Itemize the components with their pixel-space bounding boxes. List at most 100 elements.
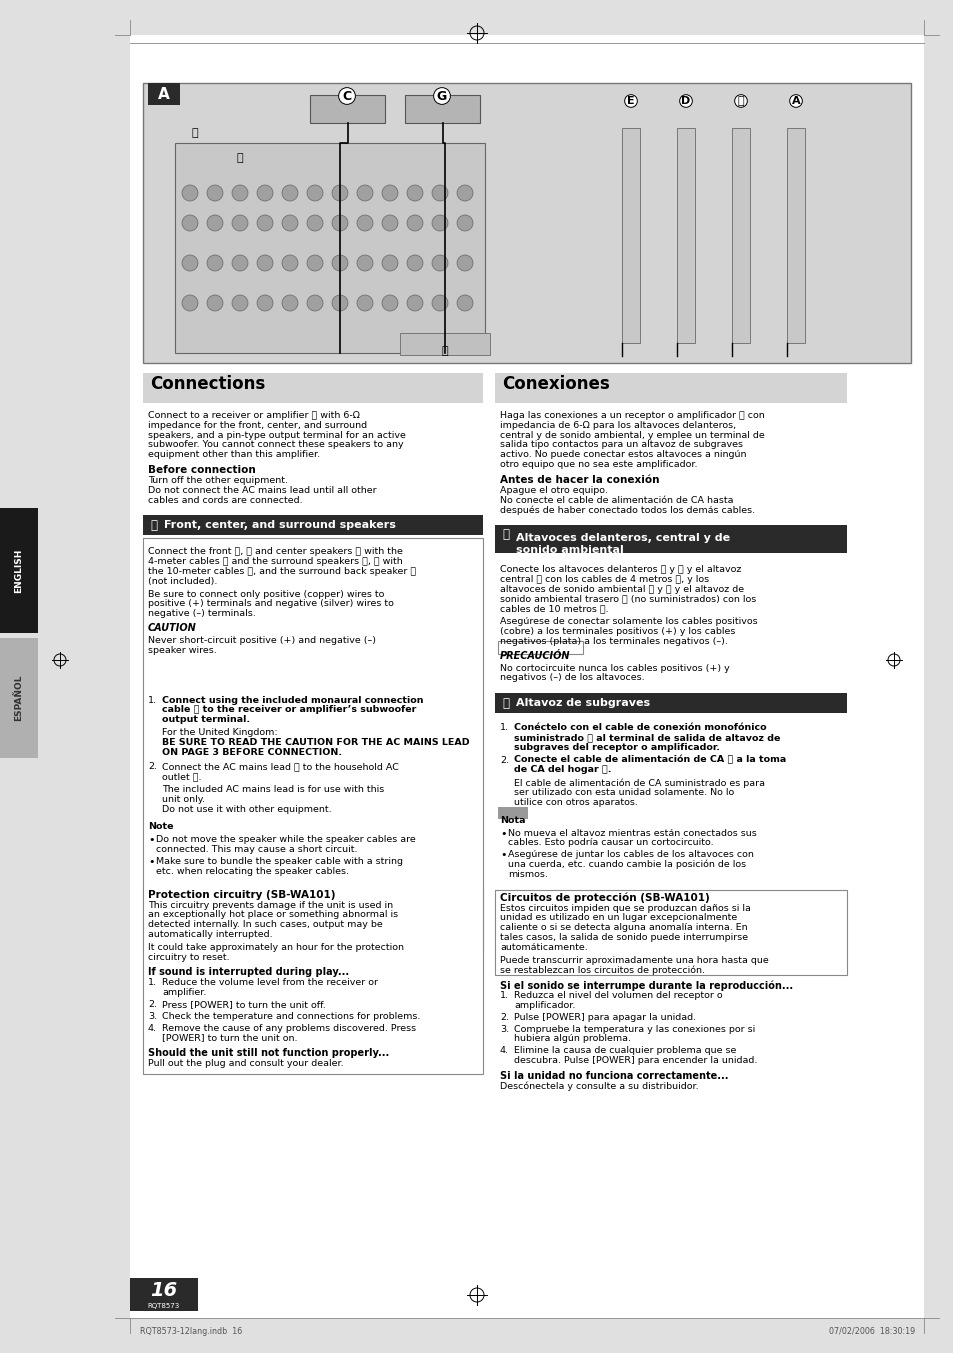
Text: suministrado ⓓ al terminal de salida de altavoz de: suministrado ⓓ al terminal de salida de … bbox=[514, 733, 780, 741]
Circle shape bbox=[332, 295, 348, 311]
Text: unit only.: unit only. bbox=[162, 794, 205, 804]
Circle shape bbox=[282, 215, 297, 231]
Text: Connect using the included monaural connection: Connect using the included monaural conn… bbox=[162, 695, 423, 705]
Text: Make sure to bundle the speaker cable with a string: Make sure to bundle the speaker cable wi… bbox=[156, 856, 402, 866]
Text: Ⓑ: Ⓑ bbox=[150, 670, 157, 682]
Text: Apague el otro equipo.: Apague el otro equipo. bbox=[499, 486, 607, 495]
Text: Subwoofer: Subwoofer bbox=[164, 671, 231, 681]
Text: Descónectela y consulte a su distribuidor.: Descónectela y consulte a su distribuido… bbox=[499, 1082, 698, 1092]
Circle shape bbox=[307, 254, 323, 271]
Circle shape bbox=[232, 254, 248, 271]
Text: 3.: 3. bbox=[148, 1012, 157, 1020]
Text: CAUTION: CAUTION bbox=[148, 622, 196, 633]
Text: •: • bbox=[499, 828, 506, 839]
Text: central y de sonido ambiental, y emplee un terminal de: central y de sonido ambiental, y emplee … bbox=[499, 430, 764, 440]
Bar bbox=[405, 95, 479, 123]
Text: Connections: Connections bbox=[150, 375, 265, 392]
Text: cables. Esto podría causar un cortocircuito.: cables. Esto podría causar un cortocircu… bbox=[507, 839, 713, 847]
Text: amplificador.: amplificador. bbox=[514, 1001, 575, 1009]
Text: Conexiones: Conexiones bbox=[501, 375, 609, 392]
Text: altavoces de sonido ambiental ⓓ y ⓔ y el altavoz de: altavoces de sonido ambiental ⓓ y ⓔ y el… bbox=[499, 584, 743, 594]
Text: automatically interrupted.: automatically interrupted. bbox=[148, 930, 273, 939]
Circle shape bbox=[407, 254, 422, 271]
Circle shape bbox=[356, 295, 373, 311]
Text: Reduzca el nivel del volumen del receptor o: Reduzca el nivel del volumen del recepto… bbox=[514, 992, 721, 1000]
Text: Before connection: Before connection bbox=[148, 465, 255, 475]
Text: Do not use it with other equipment.: Do not use it with other equipment. bbox=[162, 805, 332, 813]
Text: ON PAGE 3 BEFORE CONNECTION.: ON PAGE 3 BEFORE CONNECTION. bbox=[162, 748, 342, 756]
Circle shape bbox=[182, 254, 198, 271]
Text: automáticamente.: automáticamente. bbox=[499, 943, 587, 951]
Text: For the United Kingdom:: For the United Kingdom: bbox=[162, 728, 277, 737]
Text: PRECAUCIÓN: PRECAUCIÓN bbox=[499, 651, 570, 660]
Circle shape bbox=[256, 295, 273, 311]
Text: negative (–) terminals.: negative (–) terminals. bbox=[148, 609, 255, 618]
Bar bbox=[0, 507, 38, 633]
Text: 2.: 2. bbox=[148, 1000, 157, 1009]
Circle shape bbox=[381, 254, 397, 271]
Bar bbox=[148, 83, 180, 106]
Text: •: • bbox=[148, 856, 154, 867]
Circle shape bbox=[256, 185, 273, 202]
Bar bbox=[677, 129, 695, 344]
Circle shape bbox=[432, 215, 448, 231]
Text: D: D bbox=[680, 96, 690, 106]
Text: impedancia de 6-Ω para los altavoces delanteros,: impedancia de 6-Ω para los altavoces del… bbox=[499, 421, 736, 430]
Circle shape bbox=[232, 185, 248, 202]
Bar bbox=[143, 83, 910, 363]
Text: Connect the AC mains lead ⓔ to the household AC: Connect the AC mains lead ⓔ to the house… bbox=[162, 762, 398, 771]
Text: connected. This may cause a short circuit.: connected. This may cause a short circui… bbox=[156, 846, 357, 854]
Text: Ⓐ: Ⓐ bbox=[501, 528, 509, 541]
Text: BE SURE TO READ THE CAUTION FOR THE AC MAINS LEAD: BE SURE TO READ THE CAUTION FOR THE AC M… bbox=[162, 737, 469, 747]
Bar bbox=[146, 813, 179, 825]
Text: RQT8573-12lang.indb  16: RQT8573-12lang.indb 16 bbox=[140, 1326, 242, 1335]
Text: Pulse [POWER] para apagar la unidad.: Pulse [POWER] para apagar la unidad. bbox=[514, 1013, 696, 1022]
Text: 1.: 1. bbox=[499, 724, 509, 732]
Text: Si el sonido se interrumpe durante la reproducción...: Si el sonido se interrumpe durante la re… bbox=[499, 980, 792, 990]
Text: cable ⓓ to the receiver or amplifier’s subwoofer: cable ⓓ to the receiver or amplifier’s s… bbox=[162, 705, 416, 714]
Circle shape bbox=[381, 185, 397, 202]
Circle shape bbox=[356, 185, 373, 202]
Text: Elimine la causa de cualquier problema que se: Elimine la causa de cualquier problema q… bbox=[514, 1046, 736, 1055]
Text: speakers, and a pin-type output terminal for an active: speakers, and a pin-type output terminal… bbox=[148, 430, 405, 440]
Text: Asegúrese de conectar solamente los cables positivos: Asegúrese de conectar solamente los cabl… bbox=[499, 617, 757, 626]
Circle shape bbox=[256, 254, 273, 271]
Bar bbox=[0, 639, 38, 758]
Bar bbox=[174, 143, 484, 353]
Text: No mueva el altavoz mientras están conectados sus: No mueva el altavoz mientras están conec… bbox=[507, 828, 756, 838]
Text: se restablezcan los circuitos de protección.: se restablezcan los circuitos de protecc… bbox=[499, 966, 704, 976]
Circle shape bbox=[456, 215, 473, 231]
Text: positive (+) terminals and negative (silver) wires to: positive (+) terminals and negative (sil… bbox=[148, 599, 394, 609]
Text: utilice con otros aparatos.: utilice con otros aparatos. bbox=[514, 798, 638, 806]
Text: amplifier.: amplifier. bbox=[162, 988, 206, 997]
Circle shape bbox=[307, 215, 323, 231]
Circle shape bbox=[182, 185, 198, 202]
Bar bbox=[621, 129, 639, 344]
Bar bbox=[130, 35, 923, 1318]
Text: Remove the cause of any problems discovered. Press: Remove the cause of any problems discove… bbox=[162, 1024, 416, 1032]
Text: outlet ⓕ.: outlet ⓕ. bbox=[162, 773, 201, 781]
Circle shape bbox=[282, 185, 297, 202]
Text: 1.: 1. bbox=[499, 992, 509, 1000]
Circle shape bbox=[182, 295, 198, 311]
Bar bbox=[786, 129, 804, 344]
Text: Antes de hacer la conexión: Antes de hacer la conexión bbox=[499, 475, 659, 484]
Text: 07/02/2006  18:30:19: 07/02/2006 18:30:19 bbox=[828, 1326, 914, 1335]
Circle shape bbox=[407, 295, 422, 311]
Text: output terminal.: output terminal. bbox=[162, 716, 250, 724]
Text: hubiera algún problema.: hubiera algún problema. bbox=[514, 1035, 630, 1043]
Circle shape bbox=[456, 185, 473, 202]
Bar bbox=[495, 890, 846, 974]
Text: 2.: 2. bbox=[499, 755, 509, 764]
Text: Do not connect the AC mains lead until all other: Do not connect the AC mains lead until a… bbox=[148, 486, 376, 495]
Text: No cortocircuite nunca los cables positivos (+) y: No cortocircuite nunca los cables positi… bbox=[499, 663, 729, 672]
Text: Compruebe la temperatura y las conexiones por si: Compruebe la temperatura y las conexione… bbox=[514, 1024, 755, 1034]
Text: otro equipo que no sea este amplificador.: otro equipo que no sea este amplificador… bbox=[499, 460, 697, 469]
Circle shape bbox=[232, 215, 248, 231]
Text: ser utilizado con esta unidad solamente. No lo: ser utilizado con esta unidad solamente.… bbox=[514, 787, 734, 797]
Circle shape bbox=[432, 185, 448, 202]
Text: A: A bbox=[791, 96, 800, 106]
Bar bbox=[143, 538, 482, 1074]
Text: 4.: 4. bbox=[148, 1024, 157, 1032]
Text: Ⓐ: Ⓐ bbox=[192, 129, 198, 138]
